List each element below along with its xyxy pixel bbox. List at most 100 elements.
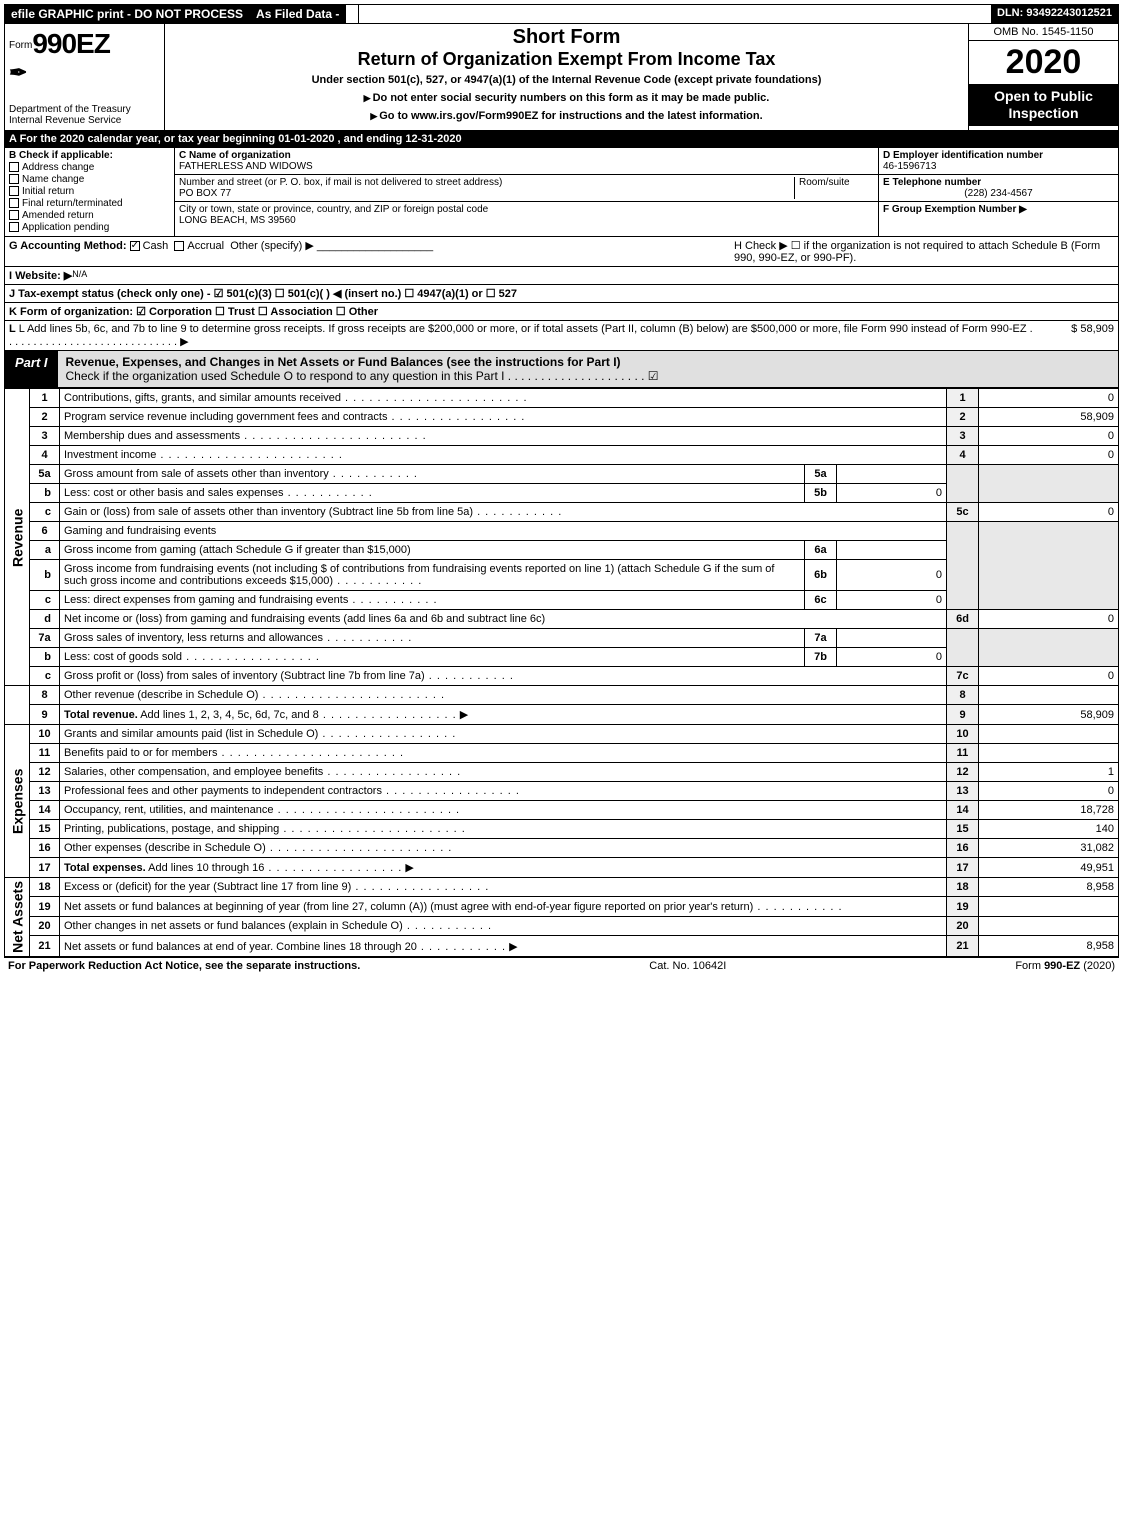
ln-16-num: 16 [30,839,60,858]
ln-5b-subval: 0 [837,484,947,503]
short-form-title: Short Form [171,26,962,49]
ln-7b-subval: 0 [837,648,947,667]
chk-initial-return[interactable] [9,186,19,196]
open-to-public: Open to Public Inspection [969,84,1118,126]
ln-15-desc: Printing, publications, postage, and shi… [64,823,279,835]
ln-18-val: 8,958 [979,878,1119,897]
ln-2-val: 58,909 [979,408,1119,427]
return-title: Return of Organization Exempt From Incom… [171,49,962,70]
ln-15-num: 15 [30,820,60,839]
ln-5a-box: 5a [805,465,837,484]
telephone: (228) 234-4567 [883,188,1114,199]
chk-address-change[interactable] [9,162,19,172]
footer-right: Form 990-EZ (2020) [1015,960,1115,972]
ln-7c-box: 7c [947,667,979,686]
ln-17-val: 49,951 [979,858,1119,878]
ln-12-val: 1 [979,763,1119,782]
ln-19-desc: Net assets or fund balances at beginning… [64,901,753,913]
part-i-table: Revenue 1 Contributions, gifts, grants, … [4,388,1119,957]
ln-6c-desc: Less: direct expenses from gaming and fu… [64,594,348,606]
ln-7a-desc: Gross sales of inventory, less returns a… [64,632,323,644]
ln-2-num: 2 [30,408,60,427]
room-suite-label: Room/suite [794,177,874,199]
b-item-3: Final return/terminated [22,198,123,209]
ln-14-box: 14 [947,801,979,820]
omb-number: OMB No. 1545-1150 [969,24,1118,41]
b-item-0: Address change [22,162,94,173]
chk-cash[interactable] [130,241,140,251]
ln-6b-num: b [30,560,60,591]
ln-14-desc: Occupancy, rent, utilities, and maintena… [64,804,274,816]
chk-amended-return[interactable] [9,210,19,220]
addr-label: Number and street (or P. O. box, if mail… [179,177,502,188]
ln-7a-box: 7a [805,629,837,648]
ln-5c-desc: Gain or (loss) from sale of assets other… [64,506,473,518]
ln-5c-num: c [30,503,60,522]
ln-10-desc: Grants and similar amounts paid (list in… [64,728,318,740]
ln-16-box: 16 [947,839,979,858]
ln-21-val: 8,958 [979,936,1119,957]
ln-5c-val: 0 [979,503,1119,522]
ln-5a-desc: Gross amount from sale of assets other t… [64,468,329,480]
ln-12-desc: Salaries, other compensation, and employ… [64,766,323,778]
ln-1-desc: Contributions, gifts, grants, and simila… [64,392,341,404]
ln-14-num: 14 [30,801,60,820]
ln-6a-subval [837,541,947,560]
l-text: L Add lines 5b, 6c, and 7b to line 9 to … [9,323,1033,348]
efile-tag: efile GRAPHIC print - DO NOT PROCESS [5,5,250,23]
row-i: I Website: ▶ N/A [4,267,1119,285]
ln-2-box: 2 [947,408,979,427]
ln-6d-val: 0 [979,610,1119,629]
ln-5a-num: 5a [30,465,60,484]
ln-8-val [979,686,1119,705]
b-item-2: Initial return [22,186,74,197]
ln-7b-desc: Less: cost of goods sold [64,651,182,663]
ln-10-val [979,725,1119,744]
ln-16-desc: Other expenses (describe in Schedule O) [64,842,266,854]
ln-3-desc: Membership dues and assessments [64,430,240,442]
chk-name-change[interactable] [9,174,19,184]
ln-7c-desc: Gross profit or (loss) from sales of inv… [64,670,425,682]
chk-accrual[interactable] [174,241,184,251]
identity-block: B Check if applicable: Address change Na… [4,148,1119,237]
ln-5b-num: b [30,484,60,503]
ln-6d-num: d [30,610,60,629]
side-revenue: Revenue [5,389,30,686]
ln-9-num: 9 [30,705,60,725]
ln-7c-num: c [30,667,60,686]
dln: DLN: 93492243012521 [991,5,1118,23]
part-i-label: Part I [5,351,58,387]
ln-17-desc: Add lines 10 through 16 [148,862,264,874]
ln-11-num: 11 [30,744,60,763]
ln-5c-box: 5c [947,503,979,522]
ln-14-val: 18,728 [979,801,1119,820]
ln-7a-subval [837,629,947,648]
ln-11-val [979,744,1119,763]
ln-3-num: 3 [30,427,60,446]
row-j: J Tax-exempt status (check only one) - ☑… [4,285,1119,303]
as-filed-tag: As Filed Data - [250,5,346,23]
ln-7b-box: 7b [805,648,837,667]
ln-5b-box: 5b [805,484,837,503]
ln-6a-num: a [30,541,60,560]
ln-5b-desc: Less: cost or other basis and sales expe… [64,487,284,499]
ln-9-desc: Add lines 1, 2, 3, 4, 5c, 6d, 7c, and 8 [140,709,319,721]
ln-19-val [979,897,1119,916]
chk-final-return[interactable] [9,198,19,208]
chk-application-pending[interactable] [9,222,19,232]
ln-4-val: 0 [979,446,1119,465]
ln-6b-subval: 0 [837,560,947,591]
ln-20-desc: Other changes in net assets or fund bala… [64,920,403,932]
org-address: PO BOX 77 [179,188,231,199]
g-label: G Accounting Method: [9,240,127,252]
ln-2-desc: Program service revenue including govern… [64,411,387,423]
ln-6c-subval: 0 [837,591,947,610]
g-accrual: Accrual [187,240,224,252]
ln-8-desc: Other revenue (describe in Schedule O) [64,689,258,701]
org-city: LONG BEACH, MS 39560 [179,215,296,226]
ln-18-num: 18 [30,878,60,897]
ln-13-box: 13 [947,782,979,801]
form-header: Form990EZ ✒ Department of the Treasury I… [4,24,1119,131]
ln-3-val: 0 [979,427,1119,446]
b-label: B Check if applicable: [9,150,170,161]
